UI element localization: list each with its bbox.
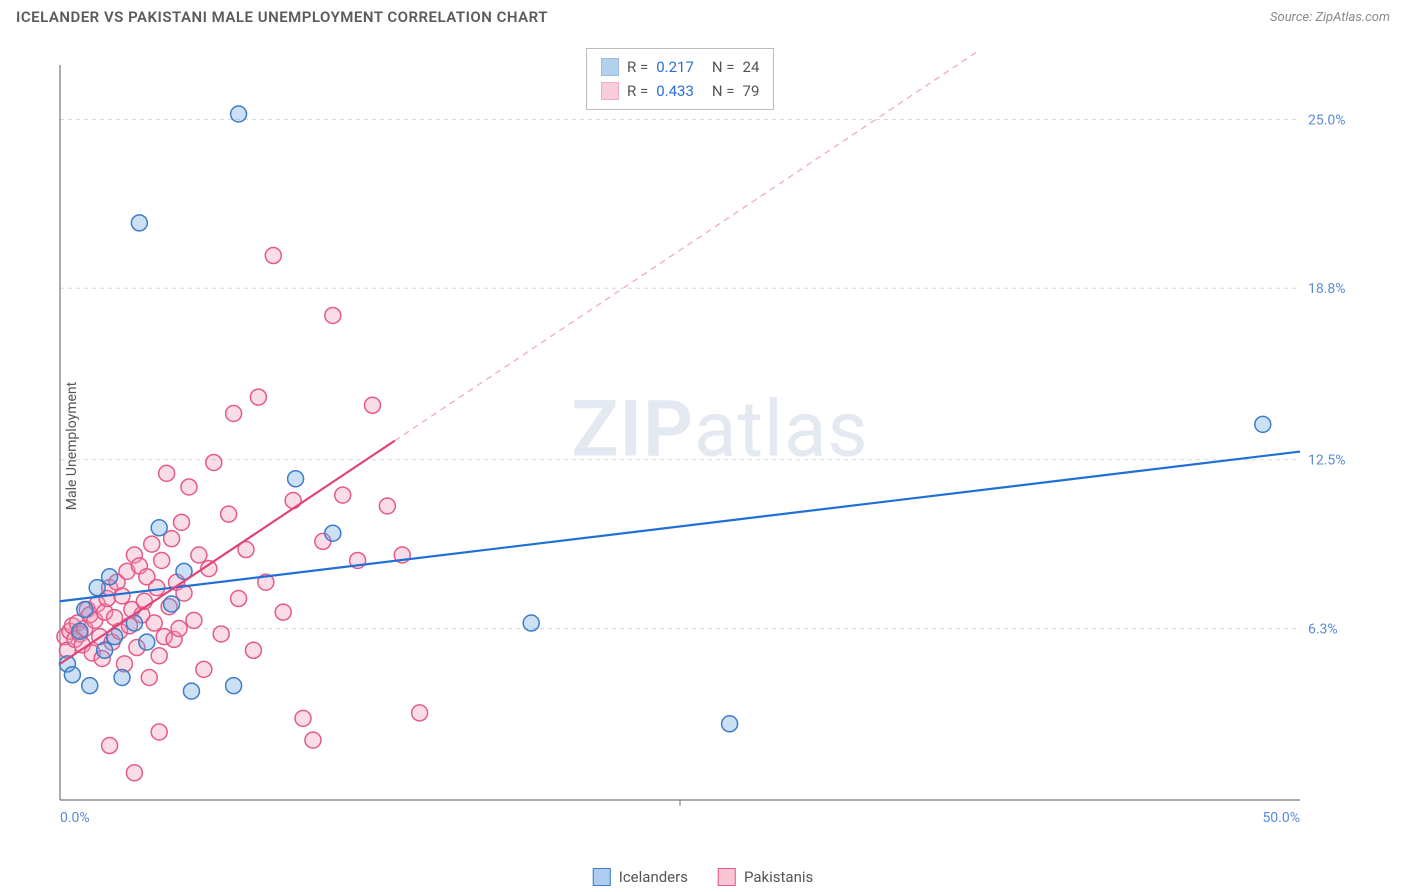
data-point — [131, 215, 147, 231]
source-name: ZipAtlas.com — [1315, 10, 1390, 25]
data-point — [226, 405, 242, 421]
data-point — [265, 248, 281, 264]
series-swatch — [601, 82, 619, 100]
n-label: N = — [712, 79, 735, 103]
data-point — [181, 479, 197, 495]
stats-row: R = 0.217 N = 24 — [601, 55, 759, 79]
r-label: R = — [627, 79, 648, 103]
data-point — [196, 661, 212, 677]
data-point — [186, 612, 202, 628]
data-point — [221, 506, 237, 522]
data-point — [295, 710, 311, 726]
data-point — [141, 670, 157, 686]
n-value: 24 — [743, 55, 760, 79]
data-point — [171, 621, 187, 637]
legend-label: Icelanders — [619, 868, 688, 886]
data-point — [379, 498, 395, 514]
data-point — [231, 106, 247, 122]
data-point — [64, 667, 80, 683]
data-point — [72, 623, 88, 639]
data-point — [97, 642, 113, 658]
data-point — [325, 307, 341, 323]
legend-swatch — [718, 868, 736, 886]
data-point — [183, 683, 199, 699]
data-point — [114, 670, 130, 686]
data-point — [102, 738, 118, 754]
data-point — [82, 678, 98, 694]
data-point — [151, 648, 167, 664]
chart-source: Source: ZipAtlas.com — [1270, 10, 1390, 25]
data-point — [1255, 416, 1271, 432]
data-point — [335, 487, 351, 503]
data-point — [231, 591, 247, 607]
data-point — [285, 493, 301, 509]
stats-legend: R = 0.217 N = 24 R = 0.433 N = 79 — [586, 48, 774, 110]
y-tick-label: 25.0% — [1308, 112, 1346, 128]
y-tick-label: 12.5% — [1308, 453, 1346, 469]
data-point — [325, 525, 341, 541]
chart-title: ICELANDER VS PAKISTANI MALE UNEMPLOYMENT… — [16, 8, 548, 26]
legend-item: Icelanders — [593, 868, 688, 886]
legend-swatch — [593, 868, 611, 886]
data-point — [245, 642, 261, 658]
data-point — [164, 596, 180, 612]
data-point — [213, 626, 229, 642]
data-point — [154, 552, 170, 568]
data-point — [206, 454, 222, 470]
scatter-plot: 6.3% 12.5% 18.8% 25.0% 0.0% 50.0% — [50, 40, 1370, 830]
legend-label: Pakistanis — [744, 868, 813, 886]
data-point — [305, 732, 321, 748]
data-point — [77, 601, 93, 617]
data-point — [144, 536, 160, 552]
r-value: 0.217 — [656, 55, 694, 79]
x-tick-label: 50.0% — [1262, 810, 1300, 826]
data-point — [151, 724, 167, 740]
data-point — [149, 580, 165, 596]
chart-header: ICELANDER VS PAKISTANI MALE UNEMPLOYMENT… — [0, 0, 1406, 34]
data-point — [250, 389, 266, 405]
bottom-legend: Icelanders Pakistanis — [593, 868, 814, 886]
data-point — [139, 634, 155, 650]
source-label: Source: — [1270, 10, 1312, 25]
data-point — [151, 520, 167, 536]
data-point — [275, 604, 291, 620]
n-value: 79 — [743, 79, 760, 103]
data-point — [146, 615, 162, 631]
data-point — [102, 569, 118, 585]
data-point — [191, 547, 207, 563]
data-point — [523, 615, 539, 631]
r-value: 0.433 — [656, 79, 694, 103]
y-tick-label: 6.3% — [1308, 622, 1338, 638]
data-point — [364, 397, 380, 413]
stats-row: R = 0.433 N = 79 — [601, 79, 759, 103]
series-swatch — [601, 58, 619, 76]
data-point — [174, 514, 190, 530]
data-point — [722, 716, 738, 732]
legend-item: Pakistanis — [718, 868, 813, 886]
data-point — [226, 678, 242, 694]
data-point — [412, 705, 428, 721]
trendline-icelanders — [60, 452, 1300, 602]
n-label: N = — [712, 55, 735, 79]
y-tick-label: 18.8% — [1308, 281, 1346, 297]
r-label: R = — [627, 55, 648, 79]
data-point — [159, 465, 175, 481]
chart-area: 6.3%12.5%18.8%25.0%0.0%50.0% ZIPatlas R … — [50, 40, 1390, 852]
data-point — [126, 765, 142, 781]
data-point — [288, 471, 304, 487]
data-point — [114, 588, 130, 604]
x-tick-label: 0.0% — [60, 810, 90, 826]
